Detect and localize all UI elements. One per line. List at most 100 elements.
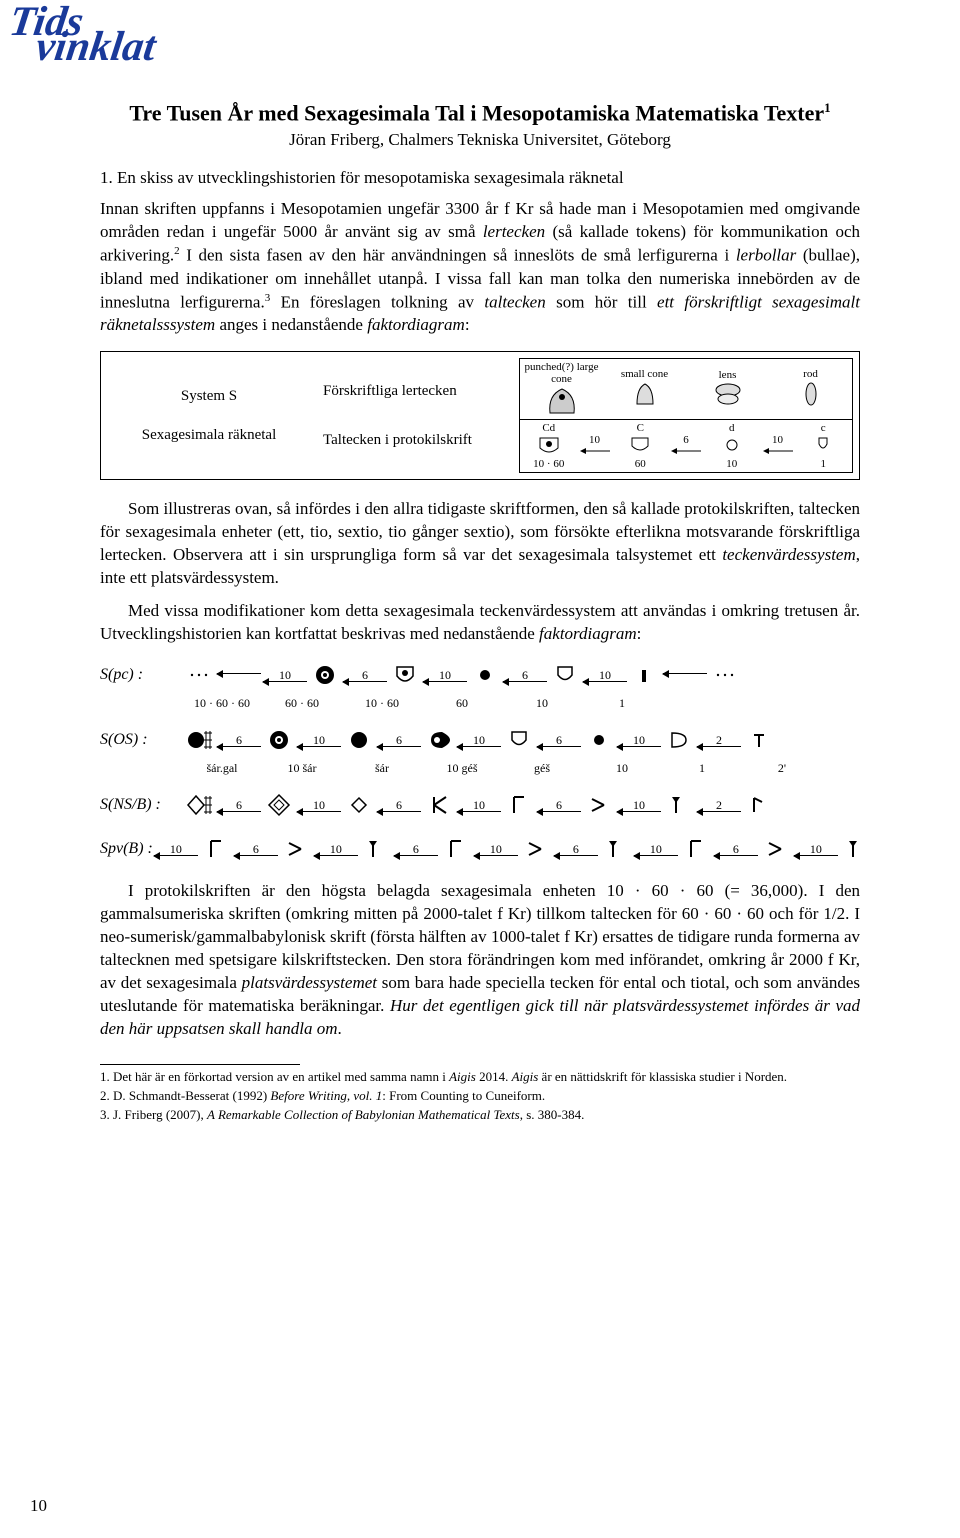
chart-sublabel: 10 [502,696,582,711]
chart-symbol [422,790,456,820]
chart-row: S(NS/B) :6106106102 [100,790,860,820]
chart-sublabel: 60 [422,696,502,711]
chart-row: S(OS) : 6 10 6 10 6 10 2 [100,725,860,755]
chart-arrow: 2 [696,733,742,747]
chart-row: S(pc) :10610610 [100,660,860,690]
factor-diagram: S(pc) :1061061010 · 60 · 6060 · 6010 · 6… [100,660,860,864]
system-s-diagram: System S Sexagesimala räknetal Förskrift… [100,351,860,480]
chart-symbol [262,790,296,820]
chart-arrow: 10 [262,668,308,682]
chart-symbol [679,834,713,864]
chart-symbol [422,725,456,755]
chart-sublabel: 10 [582,761,662,776]
chart-symbol [708,660,742,690]
chart-arrow: 10 [296,733,342,747]
chart-symbol [182,660,216,690]
chart-arrow: 6 [536,733,582,747]
chart-symbol [742,790,776,820]
chart-arrow: 10 [296,798,342,812]
chart-sublabel: géš [502,761,582,776]
proto-arrow-1: 10 [578,432,612,460]
token-large-cone: punched(?) large cone [520,359,603,419]
chart-sublabel: 1 [662,761,742,776]
chart-symbol [262,725,296,755]
chart-symbol [182,725,216,755]
chart-row-label: S(NS/B) : [100,796,182,814]
system-sublabel: Sexagesimala räknetal [142,427,277,444]
chart-arrow: 10 [616,733,662,747]
chart-sublabel: 60 · 60 [262,696,342,711]
chart-arrow: 6 [393,842,439,856]
chart-arrow: 10 [793,842,839,856]
chart-row-label: S(OS) : [100,731,182,749]
footnote-3: 3. J. Friberg (2007), A Remarkable Colle… [100,1107,860,1124]
chart-arrow: 6 [216,733,262,747]
chart-symbol [359,834,393,864]
chart-arrow: 6 [376,733,422,747]
chart-row-label: Spv(B) : [100,840,153,858]
chart-arrow: 6 [553,842,599,856]
chart-arrow: 6 [376,798,422,812]
proto-arrow-2: 6 [669,432,703,460]
sysbox-right: punched(?) large cone small cone lens ro… [519,358,853,473]
chart-symbol [199,834,233,864]
system-label: System S [181,388,237,405]
chart-sublabel: šár [342,761,422,776]
proto-arrow-3: 10 [761,432,795,460]
footnote-2: 2. D. Schmandt-Besserat (1992) Before Wr… [100,1088,860,1105]
article-title: Tre Tusen År med Sexagesimala Tal i Meso… [100,100,860,126]
token-rod: rod [769,366,852,412]
sysbox-left: System S Sexagesimala räknetal [101,352,317,479]
chart-sublabel: 10 · 60 · 60 [182,696,262,711]
chart-symbol [759,834,793,864]
chart-symbol [182,790,216,820]
mid-bot-label: Taltecken i protokilskrift [323,432,513,449]
chart-arrow: 6 [233,842,279,856]
chart-arrow: 6 [713,842,759,856]
token-small-cone: small cone [603,366,686,412]
chart-symbol [839,834,873,864]
chart-arrow: 6 [502,668,548,682]
proto-row: Cd 10 · 60 10 C 60 6 d [520,419,852,472]
title-text: Tre Tusen År med Sexagesimala Tal i Meso… [129,100,824,125]
chart-symbol [628,660,662,690]
paragraph-1: Innan skriften uppfanns i Mesopotamien u… [100,198,860,337]
token-lens: lens [686,367,769,411]
author-line: Jöran Friberg, Chalmers Tekniska Univers… [100,130,860,150]
token-row: punched(?) large cone small cone lens ro… [520,359,852,419]
chart-arrow: 10 [313,842,359,856]
chart-sublabels: šár.gal10 šáršár10 géšgéš1012' [182,761,860,776]
chart-row-label: S(pc) : [100,666,182,684]
proto-d: d 10 [703,420,761,472]
title-footnote-mark: 1 [824,100,831,115]
chart-arrow: 10 [582,668,628,682]
chart-symbol [342,725,376,755]
chart-arrow: 10 [153,842,199,856]
proto-c: C 60 [612,420,670,472]
chart-arrow: 2 [696,798,742,812]
chart-symbol [548,660,582,690]
page-number: 10 [30,1496,47,1516]
proto-cd: Cd 10 · 60 [520,420,578,472]
chart-arrow: 10 [616,798,662,812]
section-number: 1. [100,168,113,187]
section-title: En skiss av utvecklingshistorien för mes… [117,168,624,187]
chart-arrow: 10 [456,733,502,747]
chart-symbol [308,660,342,690]
chart-symbol [582,725,616,755]
chart-symbol [742,725,776,755]
chart-sublabel: šár.gal [182,761,262,776]
sysbox-mid: Förskriftliga lertecken Taltecken i prot… [317,352,519,479]
chart-sublabel: 10 · 60 [342,696,422,711]
chart-row: Spv(B) :10610610610610 [100,834,860,864]
chart-arrow: 10 [422,668,468,682]
proto-c-small: c 1 [795,420,853,472]
chart-symbol [502,790,536,820]
chart-arrow: 10 [456,798,502,812]
chart-symbol [439,834,473,864]
chart-symbol [388,660,422,690]
chart-sublabel: 1 [582,696,662,711]
chart-symbol [502,725,536,755]
paragraph-2: Som illustreras ovan, så infördes i den … [100,498,860,590]
chart-sublabel: 10 šár [262,761,342,776]
